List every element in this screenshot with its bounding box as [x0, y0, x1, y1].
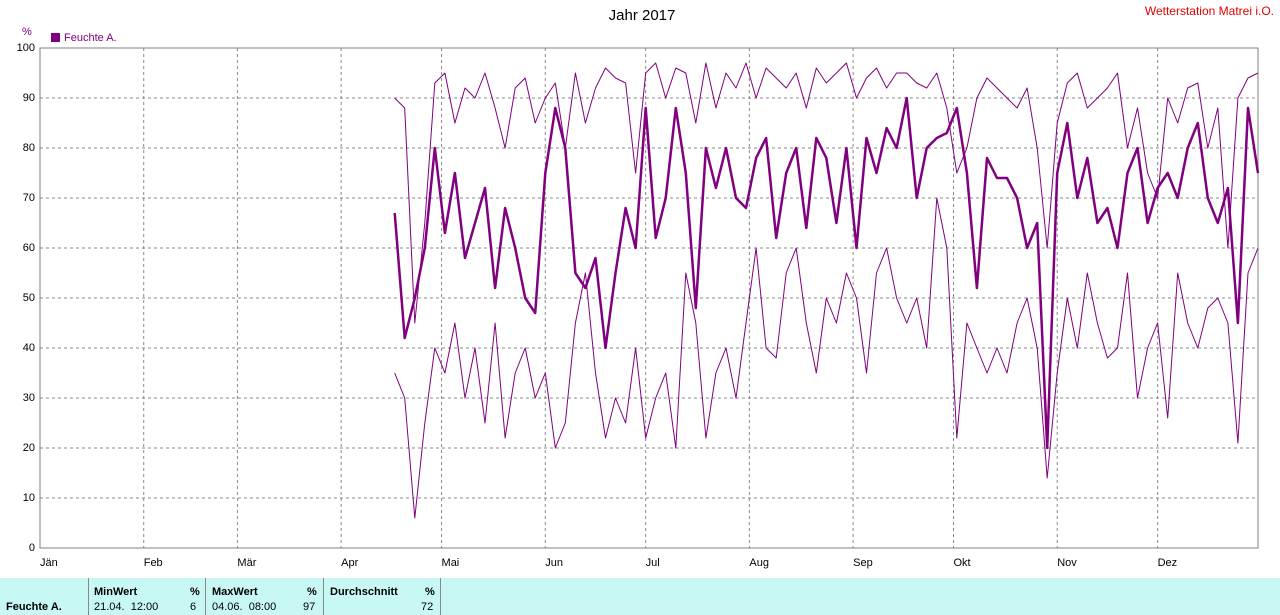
y-tick-label: 10 — [23, 492, 35, 504]
cell: 97 — [303, 601, 316, 613]
x-tick-label: Sep — [853, 557, 873, 569]
x-tick-label: Jän — [40, 557, 58, 569]
x-tick-label: Okt — [954, 557, 971, 569]
separator — [323, 578, 324, 615]
y-tick-label: 100 — [17, 42, 35, 54]
y-axis-label: % — [22, 26, 32, 38]
separator — [440, 578, 441, 615]
legend-swatch — [51, 33, 60, 42]
cell: 21.04. 12:00 — [94, 601, 159, 613]
line — [393, 96, 1260, 450]
x-tick-label: Jul — [646, 557, 660, 569]
y-tick-label: 50 — [23, 292, 35, 304]
line — [394, 62, 1259, 324]
separator — [205, 578, 206, 615]
y-tick-label: 20 — [23, 442, 35, 454]
x-tick-label: Jun — [545, 557, 563, 569]
y-tick-label: 70 — [23, 192, 35, 204]
y-tick-label: 40 — [23, 342, 35, 354]
x-tick-label: Feb — [144, 557, 163, 569]
stats-table: Feuchte A. MinWert % 21.04. 12:00 6 MaxW… — [0, 578, 1280, 615]
legend-label: Feuchte A. — [64, 32, 117, 44]
cell: 6 — [190, 601, 197, 613]
y-tick-label: 90 — [23, 92, 35, 104]
header: MaxWert — [212, 586, 258, 598]
x-tick-label: Aug — [749, 557, 769, 569]
station-name: Wetterstation Matrei i.O. — [1145, 4, 1274, 18]
row-label: Feuchte A. — [6, 601, 62, 613]
header: % — [190, 586, 200, 598]
x-tick-label: Dez — [1158, 557, 1178, 569]
separator — [88, 578, 89, 615]
chart-title: Jahr 2017 — [609, 7, 676, 24]
y-tick-label: 80 — [23, 142, 35, 154]
y-tick-label: 30 — [23, 392, 35, 404]
x-tick-label: Mai — [442, 557, 460, 569]
x-tick-label: Apr — [341, 557, 358, 569]
y-tick-label: 0 — [29, 542, 35, 554]
line — [394, 197, 1259, 519]
cell: 72 — [421, 601, 434, 613]
cell: 04.06. 08:00 — [212, 601, 277, 613]
y-tick-label: 60 — [23, 242, 35, 254]
header: % — [307, 586, 317, 598]
x-tick-label: Nov — [1057, 557, 1077, 569]
header: MinWert — [94, 586, 138, 598]
header: Durchschnitt — [330, 586, 398, 598]
header: % — [425, 586, 435, 598]
chart: Jahr 2017 Wetterstation Matrei i.O. % Fe… — [17, 4, 1274, 569]
x-tick-label: Mär — [237, 557, 256, 569]
